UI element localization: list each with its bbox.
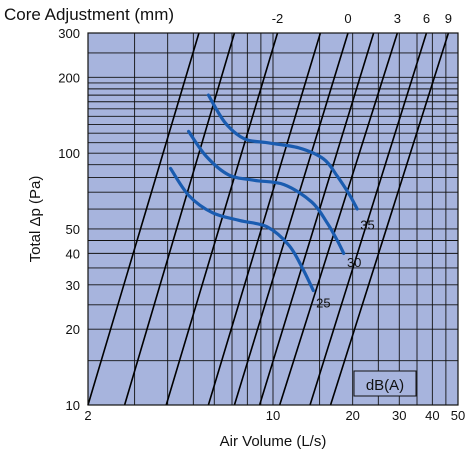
core-adjustment-line <box>87 32 200 406</box>
y-axis-label: Total Δp (Pa) <box>27 176 44 263</box>
x-tick-label: 40 <box>425 408 439 423</box>
curve-label-35: 35 <box>360 218 374 233</box>
core-adjustment-line <box>258 32 375 406</box>
core-adjustment-line <box>278 32 399 406</box>
core-adjustment-line <box>309 32 428 406</box>
core-adjustment-label: 9 <box>445 11 452 26</box>
y-tick-label: 30 <box>66 278 80 293</box>
x-tick-label: 20 <box>345 408 359 423</box>
core-adjustment-line <box>123 32 236 406</box>
x-tick-label: 30 <box>392 408 406 423</box>
core-adjustment-label: 6 <box>423 11 430 26</box>
curve-dba-35 <box>206 93 359 211</box>
core-adjustment-lines <box>87 32 450 406</box>
curves <box>168 93 359 293</box>
curve-label-30: 30 <box>347 255 361 270</box>
core-adjustment-label: 0 <box>344 11 351 26</box>
curve-label-25: 25 <box>316 296 330 311</box>
legend-box-label: dB(A) <box>366 377 404 394</box>
y-tick-label: 100 <box>58 146 80 161</box>
y-tick-label: 50 <box>66 222 80 237</box>
y-tick-label: 300 <box>58 26 80 41</box>
x-tick-label: 2 <box>84 408 91 423</box>
y-tick-label: 200 <box>58 70 80 85</box>
y-tick-label: 20 <box>66 322 80 337</box>
core-adjustment-line <box>329 32 450 406</box>
core-adjustment-line <box>233 32 349 406</box>
x-tick-label: 50 <box>451 408 465 423</box>
labels: -2 0 3 6 9 35 30 25 2 10 20 30 40 50 10 20 30 40 50 100 200 3… <box>58 11 465 423</box>
curve-dba-30 <box>187 129 346 255</box>
curve-dba-25 <box>168 166 315 293</box>
y-tick-label: 40 <box>66 246 80 261</box>
core-adjustment-label: -2 <box>272 11 284 26</box>
core-adjustment-label: 3 <box>394 11 401 26</box>
y-tick-label: 10 <box>66 398 80 413</box>
legend-box: dB(A) <box>353 370 417 397</box>
plot-border <box>87 32 459 406</box>
legend-box-frame <box>353 370 417 397</box>
core-adjustment-line <box>165 32 279 406</box>
core-adjustment-line <box>207 32 322 406</box>
x-tick-label: 10 <box>266 408 280 423</box>
chart-title: Core Adjustment (mm) <box>4 5 174 24</box>
x-axis-label: Air Volume (L/s) <box>220 433 327 450</box>
